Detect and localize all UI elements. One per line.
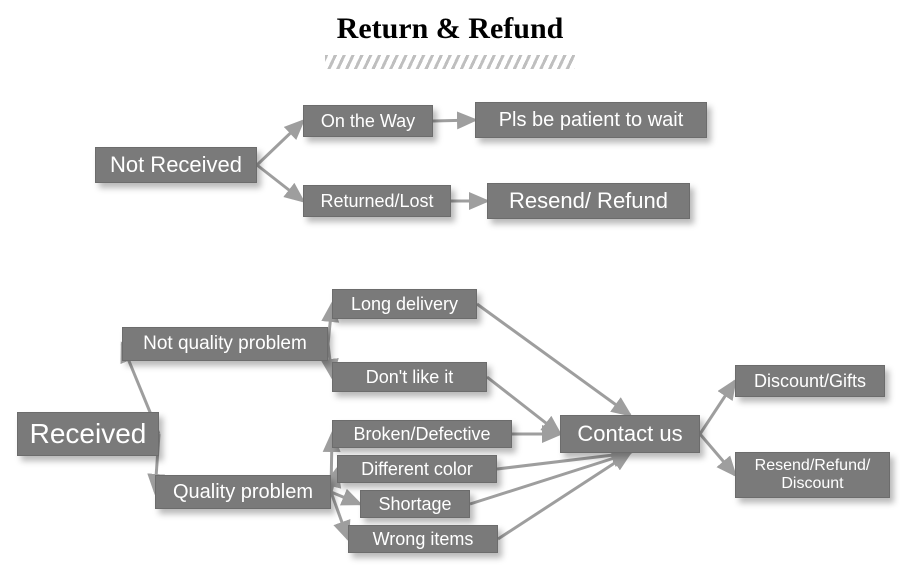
edge-not_received-to-on_the_way	[257, 121, 303, 165]
hatched-divider	[325, 55, 575, 69]
node-wrong-items: Wrong items	[348, 525, 498, 553]
edge-on_the_way-to-pls_patient	[433, 120, 475, 121]
edge-not_received-to-returned_lost	[257, 165, 303, 201]
node-received: Received	[17, 412, 159, 456]
node-pls-patient: Pls be patient to wait	[475, 102, 707, 138]
node-resend-refund-disc: Resend/Refund/Discount	[735, 452, 890, 498]
node-on-the-way: On the Way	[303, 105, 433, 137]
edge-long_delivery-to-contact_us	[477, 304, 630, 415]
node-quality: Quality problem	[155, 475, 331, 509]
node-discount-gifts: Discount/Gifts	[735, 365, 885, 397]
edge-contact_us-to-resend_refund_disc	[700, 434, 735, 475]
node-resend-refund: Resend/ Refund	[487, 183, 690, 219]
node-dont-like: Don't like it	[332, 362, 487, 392]
edge-wrong_items-to-contact_us	[498, 453, 630, 539]
edge-contact_us-to-discount_gifts	[700, 381, 735, 434]
node-diff-color: Different color	[337, 455, 497, 483]
node-contact-us: Contact us	[560, 415, 700, 453]
page-title: Return & Refund	[0, 12, 900, 46]
node-not-quality: Not quality problem	[122, 327, 328, 361]
edge-quality-to-shortage	[331, 492, 360, 504]
edge-diff_color-to-contact_us	[497, 453, 630, 469]
node-returned-lost: Returned/Lost	[303, 185, 451, 217]
edge-quality-to-wrong_items	[331, 492, 348, 539]
node-not-received: Not Received	[95, 147, 257, 183]
node-broken: Broken/Defective	[332, 420, 512, 448]
node-shortage: Shortage	[360, 490, 470, 518]
node-long-delivery: Long delivery	[332, 289, 477, 319]
